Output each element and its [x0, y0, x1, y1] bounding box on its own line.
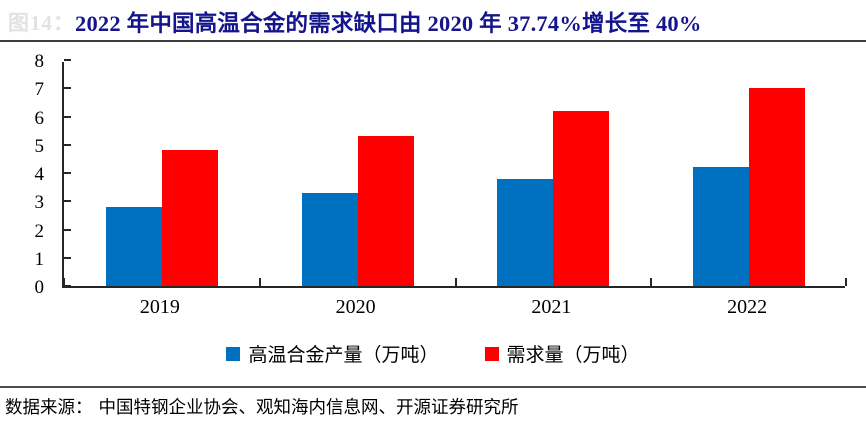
y-axis-tick-label: 6 [34, 107, 45, 129]
data-source-text: 中国特钢企业协会、观知海内信息网、开源证券研究所 [98, 397, 519, 417]
x-axis-label-2019: 2019 [139, 296, 180, 318]
y-axis-tick [64, 87, 71, 90]
x-axis-tick [63, 278, 65, 286]
y-axis-tick [64, 256, 71, 259]
y-axis-tick [64, 228, 71, 231]
legend-label-demand: 需求量（万吨） [506, 345, 640, 366]
bar-demand-2022 [749, 88, 806, 286]
legend-swatch-production [226, 346, 241, 361]
y-axis-tick-label: 0 [34, 277, 45, 298]
y-axis-tick [64, 172, 71, 174]
y-axis-tick-label: 8 [34, 51, 45, 72]
bar-production-2019 [105, 206, 162, 286]
legend-item-production: 高温合金产量（万吨） [226, 340, 439, 367]
y-axis-tick-label: 3 [34, 192, 45, 214]
footer-divider [0, 386, 866, 388]
data-source-prefix: 数据来源： [5, 397, 93, 417]
y-axis-tick [64, 285, 71, 287]
x-axis-tick [845, 278, 847, 286]
figure-number-label: 图14： [8, 11, 75, 35]
bar-production-2022 [693, 167, 750, 286]
x-axis-tick [650, 278, 653, 286]
bar-demand-2020 [357, 136, 414, 286]
data-source-line: 数据来源： 中国特钢企业协会、观知海内信息网、开源证券研究所 [5, 394, 519, 419]
y-axis-tick [64, 200, 71, 203]
legend-item-demand: 需求量（万吨） [484, 340, 640, 367]
x-axis-label-2021: 2021 [531, 296, 572, 318]
figure-header: 图14： 2022 年中国高温合金的需求缺口由 2020 年 37.74%增长至… [0, 0, 866, 40]
x-axis-tick [454, 278, 457, 286]
bar-production-2021 [497, 178, 554, 286]
y-axis-tick-label: 7 [34, 79, 45, 101]
chart-legend: 高温合金产量（万吨） 需求量（万吨） [0, 340, 866, 367]
y-axis-tick [64, 115, 71, 118]
bar-demand-2021 [553, 110, 610, 286]
bar-demand-2019 [161, 150, 218, 286]
y-axis-tick [64, 59, 71, 61]
legend-swatch-demand [484, 346, 499, 361]
y-axis-tick [64, 143, 71, 146]
x-axis-tick [258, 278, 261, 286]
chart-title: 2022 年中国高温合金的需求缺口由 2020 年 37.74%增长至 40% [75, 11, 702, 36]
bar-production-2020 [301, 192, 358, 286]
y-axis-tick-label: 4 [34, 164, 45, 185]
bar-chart-plot-area [62, 59, 847, 288]
legend-label-production: 高温合金产量（万吨） [248, 345, 439, 366]
title-divider [0, 40, 866, 42]
y-axis-tick-label: 1 [34, 248, 45, 270]
x-axis-label-2020: 2020 [335, 296, 376, 318]
y-axis-tick-label: 2 [34, 220, 45, 242]
x-axis-label-2022: 2022 [727, 296, 768, 318]
y-axis-tick-label: 5 [34, 135, 45, 157]
